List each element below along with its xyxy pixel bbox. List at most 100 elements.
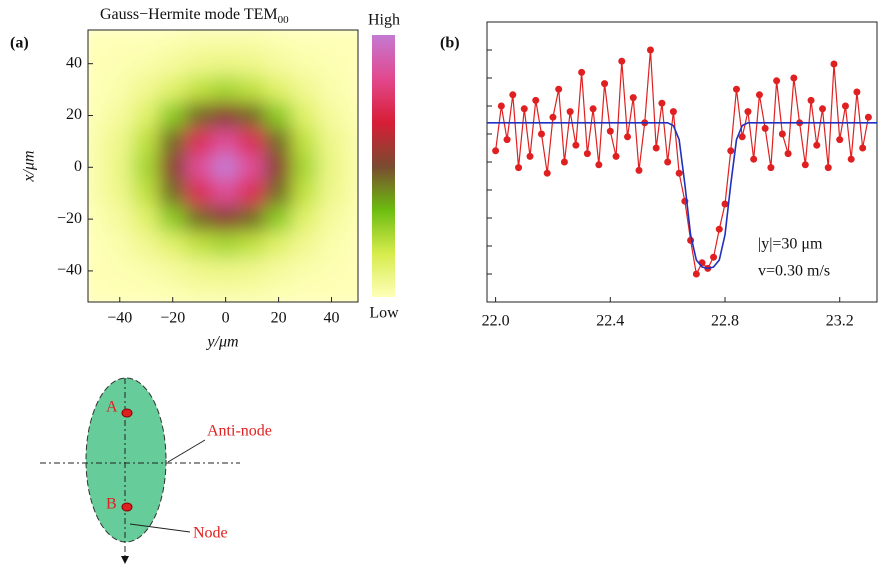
heat-cell	[185, 283, 213, 302]
plot-frame	[87, 29, 359, 303]
data-point	[537, 130, 545, 138]
heat-cell	[106, 76, 134, 104]
heat-cell	[344, 179, 358, 207]
label-a: A	[106, 399, 118, 416]
data-point	[727, 147, 735, 155]
data-point	[710, 253, 718, 261]
data-point	[767, 164, 775, 172]
heat-cell	[264, 50, 293, 78]
heat-cell	[132, 127, 160, 155]
heat-cell	[264, 30, 293, 52]
heat-cell	[132, 257, 160, 285]
data-point	[549, 113, 557, 121]
heat-cell	[238, 231, 266, 259]
heat-cell	[158, 127, 187, 155]
heat-cell	[238, 127, 266, 155]
heat-cell	[264, 257, 293, 285]
heat-cell	[132, 153, 160, 181]
data-line	[495, 49, 869, 276]
heat-cell	[264, 179, 293, 207]
data-point	[497, 102, 505, 110]
heat-cell	[185, 76, 213, 104]
heat-cell	[132, 231, 160, 259]
data-point	[658, 99, 666, 107]
data-point	[515, 164, 523, 172]
heat-cell	[291, 153, 319, 181]
heat-cell	[344, 257, 358, 285]
data-point	[526, 152, 534, 160]
data-point	[830, 60, 838, 68]
heat-cell	[264, 205, 293, 233]
heat-cell	[132, 179, 160, 207]
chart-title: Gauss−Hermite mode TEM00	[100, 6, 289, 26]
heat-cell	[88, 153, 108, 181]
data-point	[813, 141, 821, 149]
heat-cell	[132, 102, 160, 129]
data-point	[652, 144, 660, 152]
heat-cell	[211, 205, 240, 233]
data-point	[532, 96, 540, 104]
heat-cell	[185, 257, 213, 285]
heat-cell	[158, 76, 187, 104]
heat-cell	[158, 30, 187, 52]
data-point	[601, 80, 609, 88]
heat-cell	[158, 283, 187, 302]
data-point	[738, 133, 746, 141]
heat-cell	[317, 205, 346, 233]
y-tick-label: 20	[66, 106, 82, 123]
heat-cell	[317, 50, 346, 78]
heat-cell	[238, 50, 266, 78]
heat-cell	[317, 179, 346, 207]
heat-cell	[88, 283, 108, 302]
data-point	[755, 91, 763, 99]
heat-cell	[211, 153, 240, 181]
data-point	[664, 158, 672, 166]
heat-cell	[211, 257, 240, 285]
heat-cell	[344, 50, 358, 78]
heat-cell	[291, 283, 319, 302]
x-tick-label: −40	[107, 310, 132, 327]
heat-cell	[344, 30, 358, 52]
data-point	[824, 164, 832, 172]
heat-cell	[211, 102, 240, 129]
x-tick-label: −20	[160, 310, 185, 327]
panel-label: (b)	[440, 35, 460, 52]
heat-cell	[317, 231, 346, 259]
heat-cell	[106, 283, 134, 302]
data-point	[761, 124, 769, 132]
heat-cell	[106, 179, 134, 207]
y-axis-label: x/μm	[21, 150, 38, 182]
ellipse	[85, 377, 167, 543]
heat-cell	[238, 153, 266, 181]
heat-cell	[317, 283, 346, 302]
heat-cell	[88, 179, 108, 207]
heat-cell	[344, 76, 358, 104]
data-point	[635, 166, 643, 174]
heat-cell	[238, 205, 266, 233]
heat-cell	[88, 127, 108, 155]
data-point	[841, 102, 849, 110]
data-point	[790, 74, 798, 82]
title-subscript: 00	[278, 14, 290, 26]
data-point	[595, 161, 603, 169]
heat-cell	[238, 76, 266, 104]
heat-cell	[291, 231, 319, 259]
heat-cell	[88, 50, 108, 78]
data-point	[675, 169, 683, 177]
heat-cell	[211, 231, 240, 259]
heatmap	[88, 30, 358, 302]
pointer	[129, 523, 191, 533]
data-point	[572, 141, 580, 149]
heat-cell	[238, 257, 266, 285]
heat-cell	[88, 30, 108, 52]
heat-cell	[317, 30, 346, 52]
heat-cell	[132, 76, 160, 104]
heat-cell	[238, 102, 266, 129]
colorbar-high: High	[368, 12, 400, 29]
heat-cell	[291, 127, 319, 155]
data-point	[503, 136, 511, 144]
data-point	[819, 105, 827, 113]
heat-cell	[264, 76, 293, 104]
data-point	[583, 150, 591, 158]
heat-cell	[185, 50, 213, 78]
